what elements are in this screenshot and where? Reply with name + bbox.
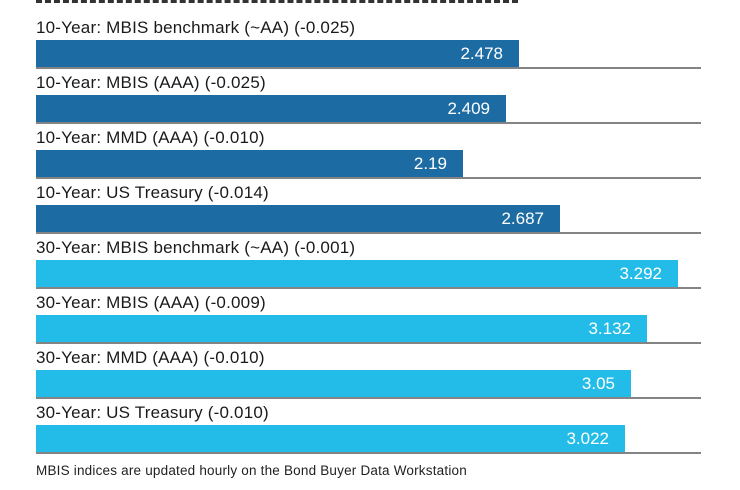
yield-bar-chart: 10-Year: MBIS benchmark (~AA) (-0.025) 2.… [36,0,704,478]
bar-value-label: 2.19 [413,154,447,173]
bar-value-label: 3.292 [619,264,662,283]
chart-row: 10-Year: MBIS benchmark (~AA) (-0.025) 2.… [36,17,704,69]
row-separator [36,397,701,399]
bar-value-label: 3.132 [588,319,631,338]
bar-category-label: 30-Year: MBIS (AAA) (-0.009) [36,293,266,312]
bar-category-label: 10-Year: MBIS (AAA) (-0.025) [36,73,266,92]
bar-value-label: 3.05 [581,374,615,393]
chart-row: 30-Year: MMD (AAA) (-0.010) 3.05 [36,347,704,399]
bar-category-label: 30-Year: US Treasury (-0.010) [36,403,269,422]
bar-category-label: 10-Year: MMD (AAA) (-0.010) [36,128,265,147]
chart-row: 30-Year: MBIS (AAA) (-0.009) 3.132 [36,292,704,344]
chart-row: 10-Year: MBIS (AAA) (-0.025) 2.409 [36,72,704,124]
row-separator [36,232,701,234]
yield-bar: 2.687 [36,205,560,232]
cropped-content-remnant [36,0,518,3]
bar-value-label: 2.687 [501,209,544,228]
bar-value-label: 2.409 [447,99,490,118]
chart-row: 30-Year: US Treasury (-0.010) 3.022 [36,402,704,454]
bar-category-label: 30-Year: MBIS benchmark (~AA) (-0.001) [36,238,356,257]
row-separator [36,67,701,69]
bar-value-label: 2.478 [460,44,503,63]
yield-bar: 2.409 [36,95,506,122]
chart-row: 10-Year: US Treasury (-0.014) 2.687 [36,182,704,234]
yield-bar: 3.292 [36,260,678,287]
row-separator [36,177,701,179]
bar-category-label: 10-Year: MBIS benchmark (~AA) (-0.025) [36,18,356,37]
yield-bar: 3.022 [36,425,625,452]
chart-rows: 10-Year: MBIS benchmark (~AA) (-0.025) 2.… [36,17,704,454]
row-separator [36,287,701,289]
bar-category-label: 10-Year: US Treasury (-0.014) [36,183,269,202]
bar-category-label: 30-Year: MMD (AAA) (-0.010) [36,348,265,367]
row-separator [36,452,701,454]
bar-value-label: 3.022 [566,429,609,448]
chart-row: 30-Year: MBIS benchmark (~AA) (-0.001) 3.… [36,237,704,289]
yield-bar: 2.19 [36,150,463,177]
chart-row: 10-Year: MMD (AAA) (-0.010) 2.19 [36,127,704,179]
yield-bar: 3.132 [36,315,647,342]
row-separator [36,342,701,344]
yield-bar: 3.05 [36,370,631,397]
row-separator [36,122,701,124]
yield-bar: 2.478 [36,40,519,67]
chart-footnote: MBIS indices are updated hourly on the B… [36,463,467,478]
